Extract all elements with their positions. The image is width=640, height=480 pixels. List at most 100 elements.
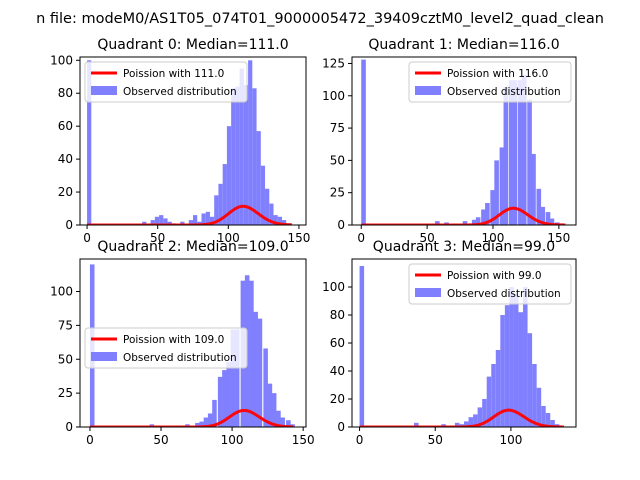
- legend-hist-swatch: [415, 86, 441, 95]
- histogram-bar: [491, 364, 496, 427]
- histogram-bar: [203, 417, 209, 427]
- figure-suptitle: n file: modeM0/AS1T05_074T01_9000005472_…: [36, 11, 604, 27]
- histogram-bar: [477, 407, 483, 427]
- histogram-bar: [142, 221, 147, 225]
- histogram-bar: [361, 59, 366, 225]
- histogram-bar: [414, 422, 419, 427]
- quadrant-title: Quadrant 3: Median=99.0: [373, 239, 555, 255]
- quadrant-3-panel: 0 50 100 0 20 40 60 80 100 Quadrant 3: Median=99.…: [322, 239, 577, 447]
- legend-fit-label: Poission with 99.0: [447, 270, 542, 282]
- legend-fit-label: Poission with 109.0: [123, 334, 224, 346]
- histogram-bar: [277, 216, 282, 225]
- histogram-bar: [473, 414, 478, 427]
- x-tick-label: 0: [357, 231, 365, 245]
- legend-fit-label: Poission with 116.0: [447, 68, 548, 80]
- histogram-bar: [521, 75, 527, 225]
- y-tick-label: 50: [330, 153, 345, 167]
- histogram-bar: [253, 311, 258, 427]
- histogram-bar: [462, 221, 468, 225]
- histogram-bar: [180, 221, 185, 225]
- histogram-bar: [248, 60, 253, 225]
- x-tick-label: 150: [547, 231, 570, 245]
- histogram-bar: [495, 350, 501, 427]
- histogram-bar: [518, 312, 524, 427]
- y-tick-label: 100: [50, 285, 73, 299]
- quadrant-title: Quadrant 0: Median=111.0: [97, 37, 288, 53]
- histogram-bar: [545, 212, 551, 225]
- histogram-bar: [527, 333, 533, 427]
- histogram-bar: [276, 410, 281, 427]
- histogram-bar: [475, 217, 481, 225]
- histogram-bar: [550, 420, 555, 427]
- y-tick-label: 0: [65, 420, 73, 434]
- histogram-bar: [536, 387, 542, 427]
- y-tick-label: 40: [330, 364, 345, 378]
- histogram-bar: [540, 206, 546, 225]
- y-tick-label: 50: [58, 352, 73, 366]
- y-tick-label: 100: [322, 280, 345, 294]
- histogram-bar: [231, 88, 236, 225]
- histogram-bar: [549, 218, 555, 225]
- histogram-bar: [494, 160, 499, 225]
- histogram-bar: [545, 413, 551, 427]
- legend-hist-label: Observed distribution: [447, 288, 561, 300]
- poisson-fit-line: [89, 408, 294, 427]
- histogram-bar: [486, 376, 492, 427]
- histogram-bar: [499, 147, 505, 225]
- x-tick-label: 50: [428, 433, 443, 447]
- legend-hist-label: Observed distribution: [123, 352, 237, 364]
- y-tick-label: 100: [50, 53, 73, 67]
- histogram-bar: [222, 370, 227, 427]
- histogram-bar: [359, 266, 365, 427]
- histogram-bar: [503, 86, 509, 225]
- y-tick-label: 80: [330, 308, 345, 322]
- x-tick-label: 100: [482, 231, 505, 245]
- axes-frame: [351, 56, 577, 226]
- histogram-bar: [523, 287, 528, 427]
- quadrant-0-panel: 0 50 100 150 0 20 40 60 80 100 Quadrant 0: Median=…: [50, 37, 310, 245]
- histogram-bar: [201, 213, 206, 225]
- y-tick-label: 40: [58, 152, 73, 166]
- y-tick-label: 60: [58, 119, 73, 133]
- histogram-bar: [256, 131, 261, 225]
- legend-box: [84, 61, 248, 103]
- histogram-bar: [271, 393, 277, 427]
- histogram-bar: [267, 383, 273, 427]
- quadrant-2-panel: 0 50 100 150 0 25 50 75 100 Quadrant 2: Median=10…: [50, 239, 315, 447]
- legend-hist-swatch: [91, 352, 117, 361]
- x-tick-label: 150: [287, 231, 310, 245]
- y-tick-label: 60: [330, 336, 345, 350]
- histogram-bar: [509, 287, 514, 427]
- histogram-bar: [481, 209, 486, 225]
- histogram-bar: [532, 364, 537, 427]
- histogram-bar: [482, 399, 487, 427]
- quadrant-title: Quadrant 2: Median=109.0: [97, 239, 288, 255]
- legend: Poission with 109.0 Observed distribution: [84, 327, 248, 369]
- quadrant-title: Quadrant 1: Median=116.0: [368, 37, 559, 53]
- legend: Poission with 111.0 Observed distribution: [84, 61, 248, 103]
- histogram-bar: [508, 80, 514, 225]
- histogram-bar: [257, 318, 263, 427]
- histogram-bar: [218, 183, 223, 225]
- histogram-bar: [212, 399, 217, 427]
- legend-hist-label: Observed distribution: [447, 86, 561, 98]
- histogram-bar: [209, 216, 215, 225]
- y-tick-label: 0: [337, 420, 345, 434]
- histogram-bar: [214, 195, 219, 225]
- histogram-bar: [273, 215, 278, 225]
- histogram-bar: [485, 203, 490, 225]
- histogram-bar: [167, 221, 172, 225]
- legend-hist-swatch: [415, 288, 441, 297]
- legend: Poission with 116.0 Observed distribution: [408, 61, 572, 103]
- histogram-bar: [435, 221, 440, 225]
- histogram-bar: [234, 329, 240, 427]
- histogram-bar: [226, 361, 231, 427]
- histogram-bar: [226, 126, 232, 225]
- histogram-bar: [286, 420, 291, 427]
- histogram-bar: [163, 218, 168, 225]
- histogram-bar: [263, 348, 268, 427]
- y-tick-label: 0: [65, 218, 73, 232]
- x-tick-label: 50: [150, 231, 165, 245]
- x-tick-label: 0: [83, 231, 91, 245]
- x-tick-label: 150: [292, 433, 315, 447]
